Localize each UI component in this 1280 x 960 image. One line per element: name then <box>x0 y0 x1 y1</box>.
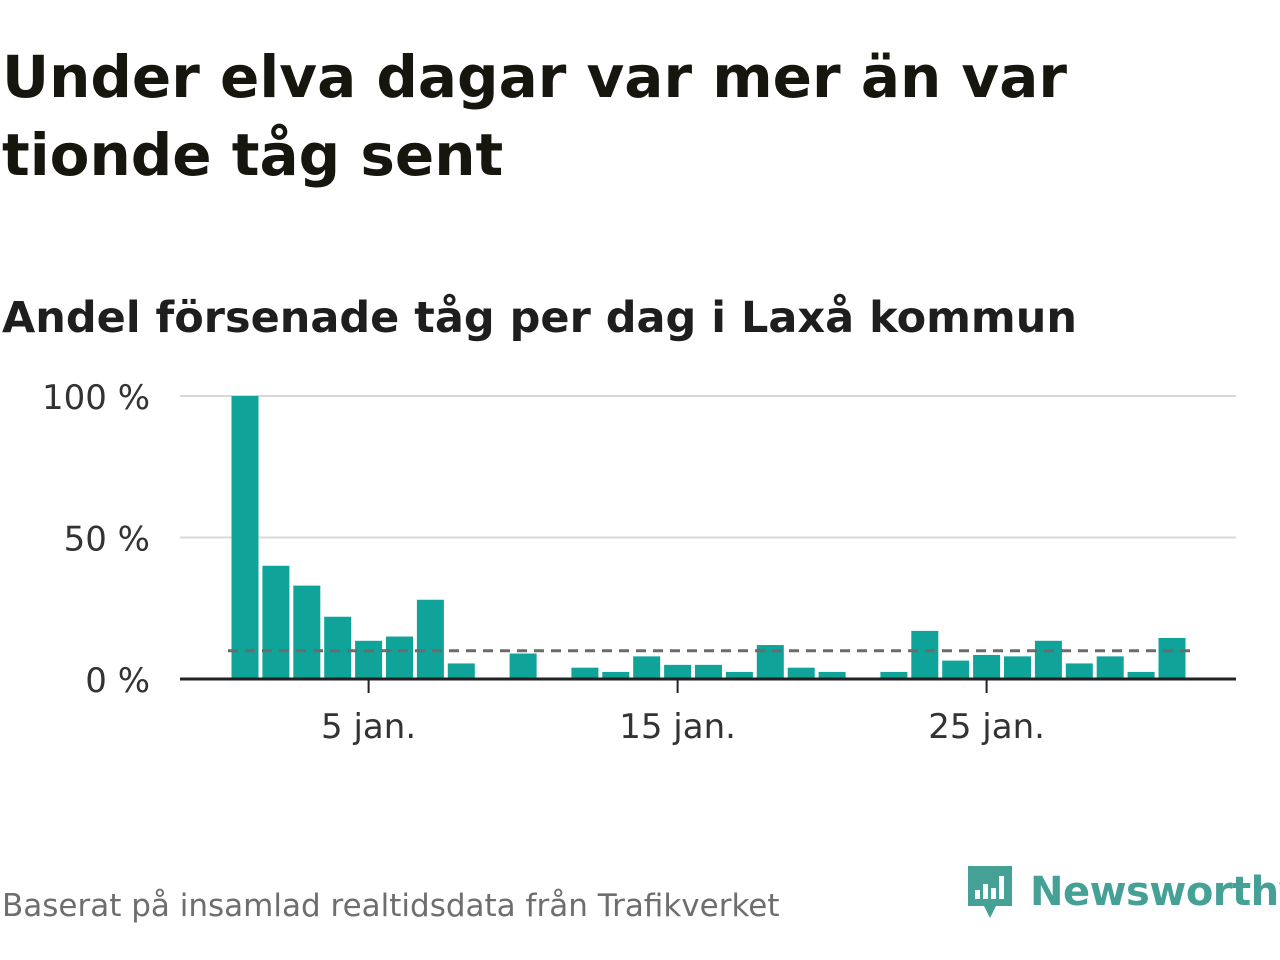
bars <box>231 396 1186 679</box>
bar <box>973 654 1001 679</box>
bar <box>602 671 630 679</box>
chart-subtitle: Andel försenade tåg per dag i Laxå kommu… <box>2 293 1077 343</box>
bar-chart: 5 jan. 15 jan. 25 jan. 0 % 50 % 100 % <box>42 378 1236 747</box>
bar <box>664 664 692 679</box>
bar <box>787 667 815 679</box>
source-note: Baserat på insamlad realtidsdata från Tr… <box>2 888 780 924</box>
bar <box>262 565 290 679</box>
x-tick-label: 25 jan. <box>928 707 1045 747</box>
x-axis: 5 jan. 15 jan. 25 jan. <box>180 677 1236 747</box>
bar <box>695 664 722 679</box>
bar <box>942 660 970 679</box>
y-tick-label: 100 % <box>42 378 150 418</box>
chart-title: Under elva dagar var mer än var tionde t… <box>2 43 1067 189</box>
bar <box>231 396 259 679</box>
newsworthy-logo[interactable]: Newsworthy <box>964 862 1280 922</box>
bar <box>1158 637 1186 679</box>
y-tick-label: 0 % <box>85 661 150 701</box>
gridlines <box>180 395 1236 539</box>
logo-text: Newsworthy <box>1030 869 1280 915</box>
bar <box>386 636 413 679</box>
bar <box>293 585 321 679</box>
bar <box>571 667 599 679</box>
bar <box>725 671 753 679</box>
bar <box>1034 640 1062 679</box>
x-tick-label: 15 jan. <box>619 707 736 747</box>
x-tick-label: 5 jan. <box>321 707 416 747</box>
bar <box>416 599 444 679</box>
bar <box>355 640 383 679</box>
bar <box>911 630 939 679</box>
bar <box>1127 671 1155 679</box>
bar <box>1004 656 1031 679</box>
bar <box>818 671 846 679</box>
y-axis-labels: 0 % 50 % 100 % <box>42 378 150 701</box>
bar <box>633 656 661 679</box>
bar <box>1065 663 1093 679</box>
y-tick-label: 50 % <box>64 520 150 560</box>
newsworthy-bar-chart-icon <box>968 866 1012 918</box>
bar <box>509 653 537 679</box>
bar <box>1096 656 1124 679</box>
bar <box>880 671 908 679</box>
bar <box>324 616 352 679</box>
bar <box>447 663 475 679</box>
